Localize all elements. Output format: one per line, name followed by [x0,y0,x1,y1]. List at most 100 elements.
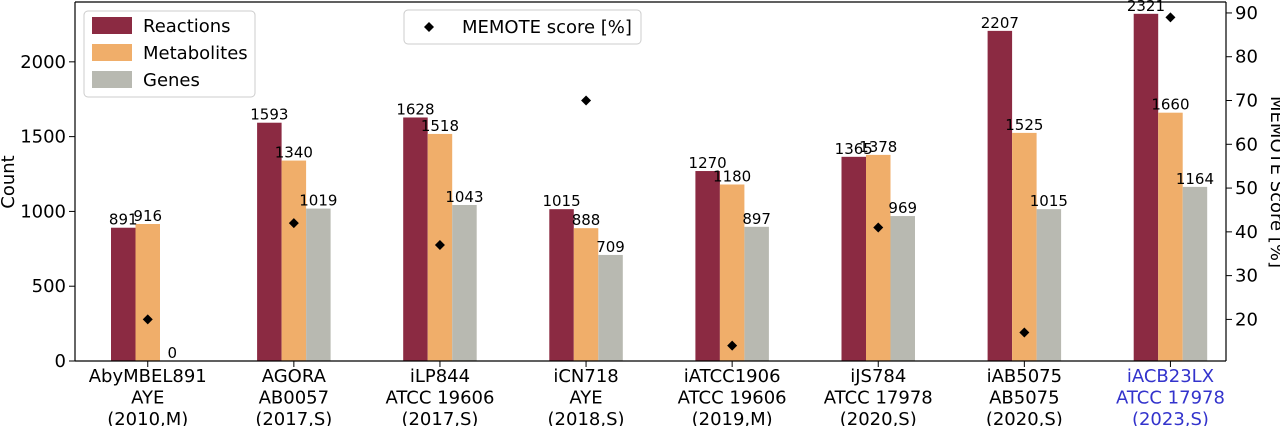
y-tick-label: 500 [32,276,66,297]
bar-value-label: 1365 [835,140,873,158]
x-tick-label: AB0057 [259,388,329,409]
bar-metabolites [281,160,307,361]
memote-point [581,95,592,106]
memote-point [1019,327,1030,338]
memote-legend-box [403,9,642,45]
bar-genes [1182,186,1208,361]
memote-points-layer [142,12,1176,351]
x-tick-label: (2023,S) [1132,409,1209,426]
bar-value-label: 2321 [1127,0,1165,15]
x-tick-label: iATCC1906 [684,366,781,387]
bar-value-label: 1180 [713,167,751,185]
bar-reactions [987,30,1013,362]
bar-value-label: 891 [109,211,138,229]
x-tick-label: iCN718 [553,366,618,387]
y-axis-label: Count [0,155,19,208]
bar-genes [452,204,477,361]
memote-legend-marker [424,22,434,32]
bar-value-label: 888 [572,211,601,229]
y2-tick-label: 60 [1235,134,1258,155]
bar-value-label: 969 [888,199,917,217]
y2-tick-label: 40 [1235,222,1258,243]
x-tick-label: (2017,S) [401,409,478,426]
bars-layer [111,13,1208,362]
bar-value-label: 1043 [445,188,483,206]
y2-tick-label: 70 [1235,91,1258,112]
x-tick-label: AGORA [262,366,327,387]
bar-reactions [257,122,282,362]
x-tick-label: (2017,S) [255,409,332,426]
legend: Reactions Metabolites Genes [83,10,256,98]
y2-axis-label: MEMOTE Score [%] [1266,96,1280,268]
bar-value-label: 1628 [396,100,434,118]
x-tick-label: ATCC 19606 [385,388,494,409]
bar-value-label: 1015 [542,192,580,210]
bar-metabolites [135,223,160,361]
x-tick-label: AB5075 [989,388,1059,409]
bar-metabolites [1012,132,1037,361]
x-tick-label: ATCC 17978 [1116,388,1225,409]
y-tick-label: 0 [55,351,66,372]
y2-tick-label: 90 [1235,3,1258,24]
legend-swatch [92,71,132,88]
bar-value-label: 1270 [689,154,727,172]
x-tick-label: (2019,M) [692,409,773,426]
bar-genes [598,254,623,361]
legend-label: Genes [143,70,200,91]
x-tick-label: iACB23LX [1127,366,1214,387]
y2-tick-label: 50 [1235,178,1258,199]
bar-reactions [403,117,428,361]
x-tick-label: iAB5075 [987,366,1062,387]
y2-tick-label: 80 [1235,47,1258,68]
x-tick-label: iJS784 [850,366,906,387]
y-tick-label: 1500 [20,127,66,148]
legend-label: Reactions [143,16,231,37]
y-tick-label: 1000 [20,201,66,222]
bar-value-label: 1593 [250,106,288,124]
bar-value-label: 0 [167,344,177,362]
bar-reactions [695,171,720,361]
bar-value-label: 1340 [275,144,313,162]
x-tick-label: iLP844 [410,366,470,387]
bar-metabolites [573,228,599,361]
bar-labels-layer: 891 1593 1628 1015 1270 1365 2207 2321 916 1340 15… [109,0,1214,362]
x-tick-label: (2010,M) [107,409,188,426]
x-tick-label: (2020,S) [986,409,1063,426]
bar-genes [306,208,331,361]
bar-value-label: 1019 [299,192,337,210]
bar-metabolites [866,154,891,361]
bar-value-label: 1015 [1030,192,1068,210]
bar-genes [744,226,769,361]
memote-point [434,239,445,250]
bar-value-label: 1518 [421,117,459,135]
legend-label: Metabolites [143,43,248,64]
y2-tick-label: 30 [1235,266,1258,287]
memote-point [1165,12,1176,23]
legend-swatch [92,44,132,61]
y-tick-label: 2000 [20,52,66,73]
x-tick-label: (2018,S) [548,409,625,426]
memote-point [288,218,299,229]
memote-point [727,340,738,351]
y2-tick-label: 20 [1235,309,1258,330]
x-tick-label: ATCC 19606 [678,388,787,409]
memote-point [142,314,153,325]
legend-swatch [92,17,132,34]
bar-value-label: 916 [133,207,162,225]
memote-legend: MEMOTE score [%] [403,9,642,45]
x-tick-label: AYE [569,388,602,409]
bar-metabolites [1158,112,1183,361]
bar-reactions [1133,13,1159,362]
bar-value-label: 1660 [1151,96,1189,114]
bar-reactions [111,227,136,361]
memote-legend-label: MEMOTE score [%] [462,17,632,38]
bar-value-label: 709 [596,238,625,256]
bar-value-label: 897 [742,210,771,228]
x-tick-label: ATCC 17978 [824,388,933,409]
bar-reactions [549,209,574,361]
bar-value-label: 1525 [1005,116,1043,134]
memote-point [873,222,884,233]
x-tick-label: AYE [131,388,164,409]
